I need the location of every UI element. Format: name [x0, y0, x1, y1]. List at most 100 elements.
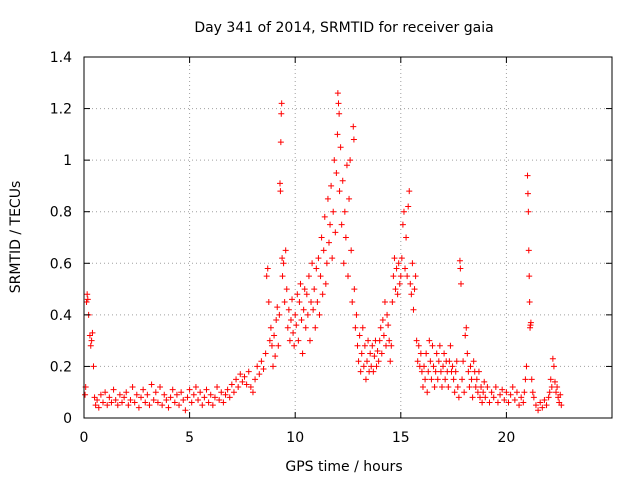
data-point [547, 376, 554, 383]
data-point [419, 384, 426, 391]
data-point [294, 291, 301, 298]
data-point [283, 286, 290, 293]
data-point [173, 391, 180, 398]
data-point [334, 90, 341, 97]
y-tick-label: 0.8 [50, 205, 72, 221]
data-point [322, 280, 329, 287]
data-point [279, 273, 286, 280]
data-point [417, 350, 424, 357]
data-point [222, 391, 229, 398]
data-point [301, 286, 308, 293]
data-point [473, 376, 480, 383]
data-point [338, 221, 345, 228]
data-point [490, 394, 497, 401]
data-point [397, 273, 404, 280]
data-point [112, 396, 119, 403]
data-point [321, 213, 328, 220]
data-point [176, 402, 183, 409]
data-point [273, 317, 280, 324]
data-point [350, 136, 357, 143]
data-point [121, 394, 128, 401]
data-point [300, 306, 307, 313]
data-point [97, 391, 104, 398]
data-point [430, 363, 437, 370]
data-point [131, 399, 138, 406]
data-point [481, 378, 488, 385]
data-point [339, 177, 346, 184]
data-point [302, 324, 309, 331]
data-point [426, 337, 433, 344]
data-point [457, 265, 464, 272]
data-point [539, 404, 546, 411]
data-point [452, 368, 459, 375]
data-point [328, 182, 335, 189]
data-point [377, 324, 384, 331]
x-tick-label: 0 [80, 430, 89, 446]
data-point [260, 366, 267, 373]
data-point [472, 384, 479, 391]
data-point [281, 298, 288, 305]
data-point [311, 286, 318, 293]
data-point [406, 188, 413, 195]
data-point [325, 239, 332, 246]
data-point [106, 394, 113, 401]
data-point [447, 342, 454, 349]
data-point [482, 394, 489, 401]
data-point [438, 384, 445, 391]
data-point [86, 332, 93, 339]
data-point [268, 342, 275, 349]
data-point [526, 298, 533, 305]
data-point [274, 304, 281, 311]
data-point [357, 368, 364, 375]
data-point [441, 350, 448, 357]
data-point [388, 342, 395, 349]
data-point [395, 260, 402, 267]
data-point [424, 389, 431, 396]
data-point [291, 342, 298, 349]
data-point [380, 332, 387, 339]
data-point [297, 280, 304, 287]
data-point [429, 342, 436, 349]
data-point [373, 363, 380, 370]
data-point [403, 234, 410, 241]
data-point [197, 389, 204, 396]
data-point [358, 350, 365, 357]
data-point [249, 389, 256, 396]
data-point [308, 298, 315, 305]
data-point [114, 402, 121, 409]
data-point [436, 342, 443, 349]
data-point [488, 389, 495, 396]
data-points [82, 90, 565, 414]
data-point [507, 391, 514, 398]
data-point [342, 234, 349, 241]
data-point [277, 188, 284, 195]
data-point [340, 260, 347, 267]
data-point [501, 396, 508, 403]
data-point [299, 350, 306, 357]
data-point [475, 368, 482, 375]
data-point [409, 260, 416, 267]
data-point [220, 399, 227, 406]
data-point [108, 399, 115, 406]
data-point [148, 381, 155, 388]
x-axis-label: GPS time / hours [285, 459, 402, 475]
data-point [186, 386, 193, 393]
data-point [88, 337, 95, 344]
data-point [334, 131, 341, 138]
data-point [356, 332, 363, 339]
data-point [332, 229, 339, 236]
data-point [276, 180, 283, 187]
data-point [258, 358, 265, 365]
data-point [209, 402, 216, 409]
data-point [521, 389, 528, 396]
data-point [457, 280, 464, 287]
data-point [469, 394, 476, 401]
data-point [237, 371, 244, 378]
data-point [454, 384, 461, 391]
data-point [398, 255, 405, 262]
data-point [386, 337, 393, 344]
data-point [392, 286, 399, 293]
data-point [468, 376, 475, 383]
data-point [165, 404, 172, 411]
